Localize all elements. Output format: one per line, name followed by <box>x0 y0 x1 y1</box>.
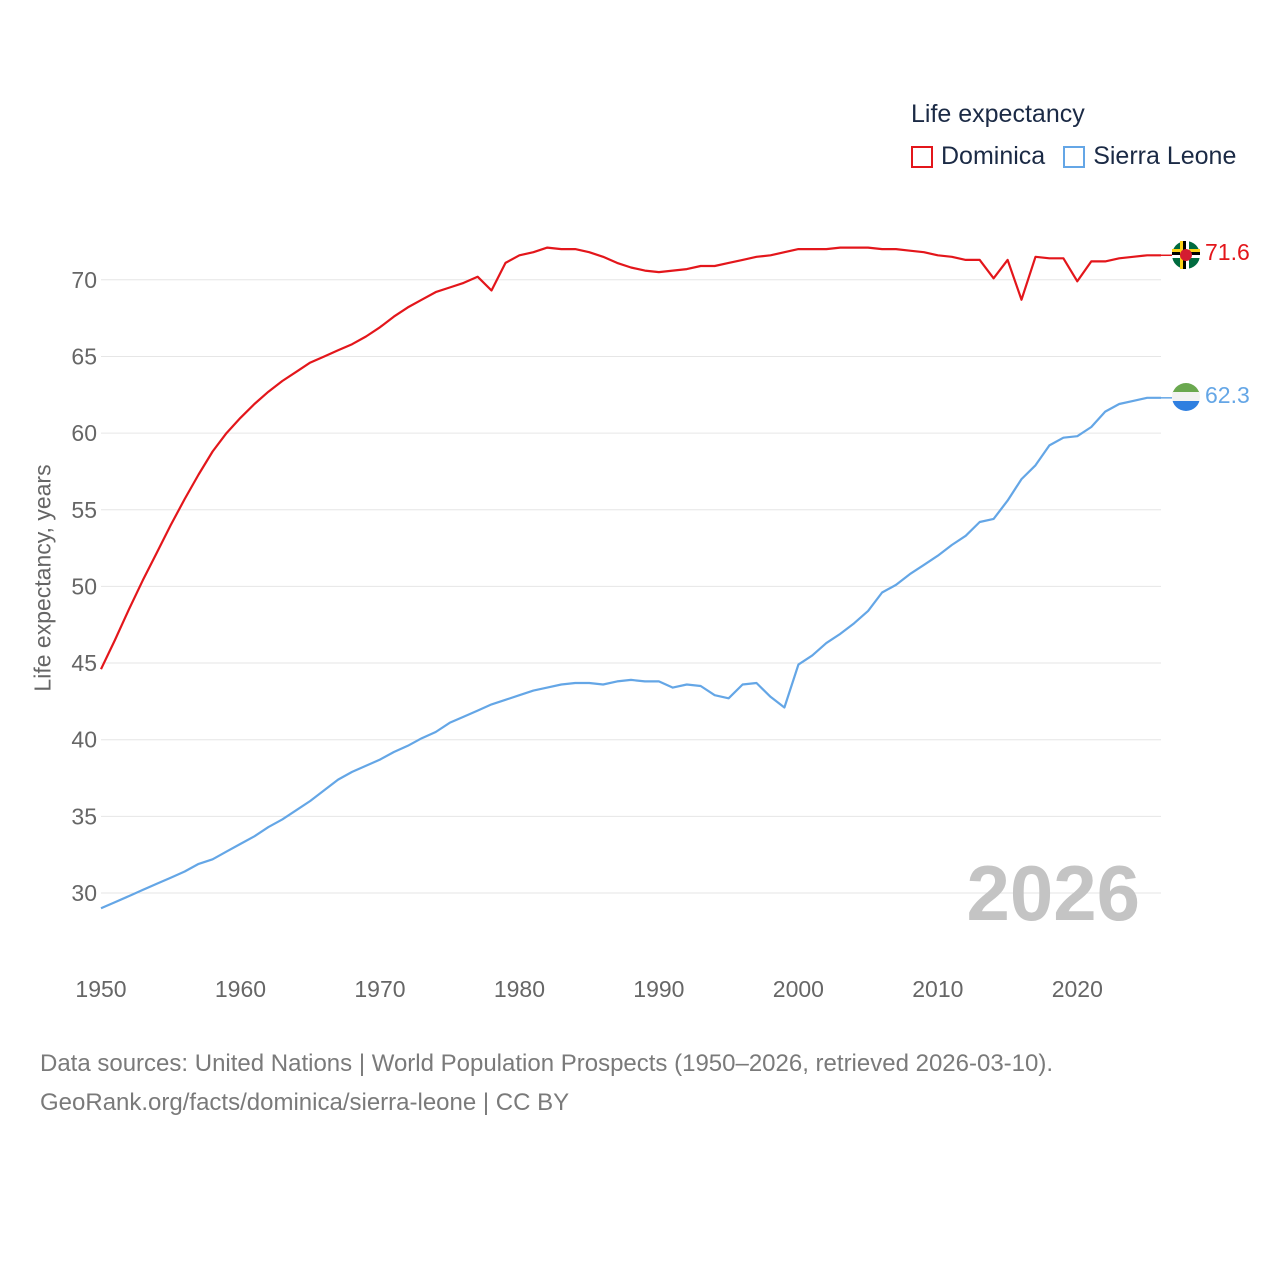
end-markers <box>1172 241 1200 411</box>
y-tick-label: 70 <box>71 267 97 293</box>
sources-line: Data sources: United Nations | World Pop… <box>40 1050 1054 1077</box>
x-tick-label: 1970 <box>354 976 405 1002</box>
legend-label-dominica: Dominica <box>941 142 1046 170</box>
x-tick-label: 2000 <box>773 976 824 1002</box>
legend: Dominica Sierra Leone <box>911 142 1254 171</box>
x-tick-label: 1960 <box>215 976 266 1002</box>
y-axis-title: Life expectancy, years <box>29 464 56 692</box>
legend-swatch-dominica <box>911 145 933 168</box>
sierra-leone-flag-icon <box>1172 383 1200 411</box>
y-tick-label: 55 <box>71 497 97 523</box>
current-year-watermark: 2026 <box>966 849 1140 937</box>
x-tick-label: 2020 <box>1052 976 1103 1002</box>
legend-swatch-sierra-leone <box>1063 145 1086 168</box>
legend-label-sierra-leone: Sierra Leone <box>1093 142 1237 170</box>
x-axis-ticks: 1950 1960 1970 1980 1990 2000 2010 2020 <box>75 976 1102 1002</box>
y-tick-label: 50 <box>71 573 97 599</box>
series-line-dominica <box>100 246 1161 670</box>
attribution-link[interactable]: GeoRank.org/facts/dominica/sierra-leone … <box>40 1089 570 1116</box>
y-tick-label: 30 <box>71 880 97 906</box>
y-tick-label: 45 <box>71 650 97 676</box>
dominica-flag-icon <box>1172 241 1200 269</box>
x-tick-label: 2010 <box>912 976 963 1002</box>
legend-item-sierra-leone[interactable]: Sierra Leone <box>1063 142 1236 171</box>
footer-sources: Data sources: United Nations | World Pop… <box>40 1044 1053 1122</box>
legend-item-dominica[interactable]: Dominica <box>911 142 1045 171</box>
sierra-leone-end-label: 62.3 <box>1205 382 1250 408</box>
x-tick-label: 1990 <box>633 976 684 1002</box>
legend-title: Life expectancy <box>911 100 1085 128</box>
y-tick-label: 40 <box>71 727 97 753</box>
y-tick-label: 60 <box>71 420 97 446</box>
series-line-sierra-leone <box>100 396 1161 910</box>
x-tick-label: 1950 <box>75 976 126 1002</box>
y-tick-label: 65 <box>71 343 97 369</box>
y-tick-label: 35 <box>71 803 97 829</box>
y-axis-ticks: 30 35 40 45 50 55 60 65 70 <box>71 267 97 906</box>
gridlines <box>101 279 1161 894</box>
x-tick-label: 1980 <box>494 976 545 1002</box>
series-lines <box>100 246 1172 910</box>
dominica-end-label: 71.6 <box>1205 239 1250 265</box>
